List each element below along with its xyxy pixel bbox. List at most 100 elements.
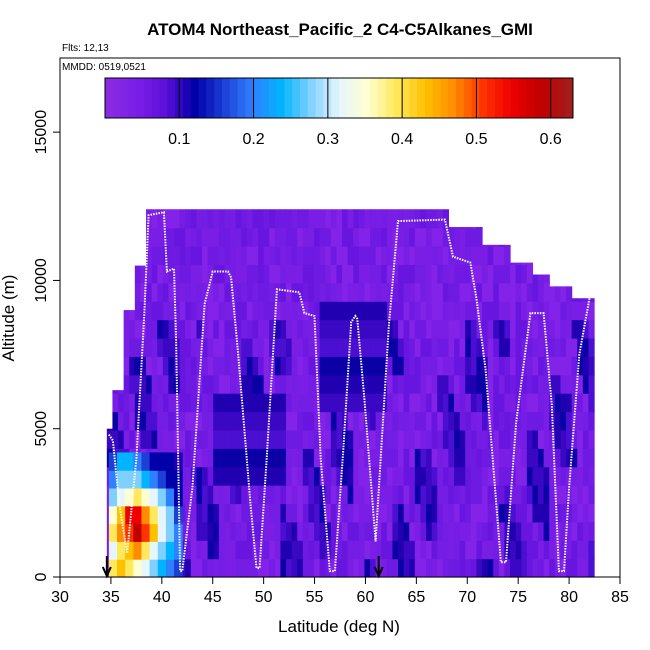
- heatmap-cell: [218, 429, 226, 449]
- heatmap-cell: [526, 337, 534, 357]
- heatmap-cell: [392, 540, 399, 560]
- heatmap-cell: [235, 466, 242, 486]
- heatmap-cell: [241, 227, 248, 247]
- heatmap-cell: [134, 319, 142, 339]
- heatmap-cell: [386, 264, 394, 284]
- heatmap-cell: [157, 282, 164, 302]
- heatmap-cell: [297, 356, 304, 376]
- heatmap-cell: [459, 246, 466, 266]
- heatmap-cell: [364, 282, 371, 302]
- heatmap-cell: [258, 356, 265, 376]
- heatmap-cell: [252, 264, 259, 284]
- heatmap-cell: [274, 264, 282, 284]
- heatmap-cell: [370, 448, 377, 468]
- heatmap-cell: [342, 540, 349, 560]
- heatmap-cell: [235, 411, 242, 431]
- heatmap-cell: [543, 282, 550, 302]
- heatmap-cell: [314, 393, 321, 413]
- heatmap-cell: [207, 282, 214, 302]
- heatmap-cell: [549, 558, 556, 578]
- heatmap-cell: [386, 393, 394, 413]
- heatmap-cell: [398, 301, 405, 321]
- heatmap-cell: [179, 374, 186, 394]
- heatmap-cell: [420, 356, 427, 376]
- colorbar: 0.1 0.2 0.3 0.4 0.5 0.6: [104, 77, 574, 148]
- heatmap-cell: [157, 246, 164, 266]
- heatmap-cell: [420, 282, 427, 302]
- heatmap-cell: [149, 505, 159, 525]
- heatmap-cell: [252, 558, 259, 578]
- heatmap-cell: [213, 466, 220, 486]
- heatmap-cell: [498, 244, 506, 247]
- heatmap-cell: [141, 470, 151, 489]
- colorbar-swatch: [261, 78, 270, 118]
- chart-title: ATOM4 Northeast_Pacific_2 C4-C5Alkanes_G…: [147, 20, 533, 39]
- heatmap-cell: [554, 485, 562, 505]
- heatmap-cell: [454, 374, 461, 394]
- heatmap-cell: [179, 227, 186, 247]
- heatmap-cell: [515, 262, 522, 266]
- heatmap-cell: [515, 356, 522, 376]
- heatmap-cell: [108, 541, 118, 560]
- heatmap-cell: [454, 301, 461, 321]
- heatmap-cell: [532, 503, 539, 523]
- heatmap-cell: [258, 227, 265, 247]
- colorbar-swatch: [245, 78, 254, 118]
- heatmap-cell: [157, 452, 167, 471]
- heatmap-cell: [476, 521, 483, 541]
- heatmap-cell: [258, 301, 265, 321]
- heatmap-cell: [269, 411, 276, 431]
- x-tick-label: 55: [306, 589, 324, 606]
- heatmap-cell: [470, 264, 478, 284]
- heatmap-cell: [370, 485, 377, 505]
- heatmap-cell: [392, 282, 399, 302]
- heatmap-cell: [582, 540, 590, 560]
- heatmap-cell: [392, 374, 399, 394]
- heatmap-cell: [314, 411, 321, 431]
- heatmap-cell: [140, 282, 147, 302]
- heatmap-cell: [431, 466, 438, 486]
- heatmap-cell: [493, 558, 500, 578]
- heatmap-cell: [560, 301, 567, 321]
- heatmap-cell: [291, 319, 298, 339]
- heatmap-cell: [498, 337, 506, 357]
- heatmap-cell: [112, 393, 119, 413]
- heatmap-cell: [241, 337, 248, 357]
- heatmap-cell: [526, 558, 534, 578]
- heatmap-cell: [319, 209, 326, 229]
- heatmap-cell: [218, 411, 226, 431]
- heatmap-cell: [258, 282, 265, 302]
- heatmap-cell: [213, 209, 220, 229]
- heatmap-cell: [459, 503, 466, 523]
- heatmap-cell: [190, 429, 198, 449]
- heatmap-cell: [140, 301, 147, 321]
- heatmap-cell: [459, 337, 466, 357]
- heatmap-cell: [207, 558, 214, 578]
- heatmap-cell: [196, 319, 203, 339]
- colorbar-swatch: [549, 78, 558, 118]
- heatmap-cell: [190, 503, 198, 523]
- heatmap-cell: [230, 558, 237, 578]
- heatmap-cell: [235, 521, 242, 541]
- heatmap-cell: [482, 301, 489, 321]
- heatmap-cell: [347, 521, 354, 541]
- heatmap-cell: [157, 356, 164, 376]
- plot-frame: [59, 57, 621, 578]
- heatmap-cell: [392, 429, 399, 449]
- heatmap-cell: [252, 429, 259, 449]
- heatmap-cell: [577, 558, 584, 578]
- heatmap-cell: [336, 466, 343, 486]
- heatmap-cell: [302, 337, 310, 357]
- heatmap-cell: [342, 429, 349, 449]
- colorbar-swatch: [120, 78, 129, 118]
- heatmap-cell: [196, 429, 203, 449]
- heatmap-cell: [218, 264, 226, 284]
- heatmap-cell: [420, 429, 427, 449]
- heatmap-cell: [431, 282, 438, 302]
- colorbar-swatch: [276, 78, 285, 118]
- heatmap-cell: [448, 466, 455, 486]
- heatmap-cell: [308, 246, 315, 266]
- heatmap-cell: [146, 319, 153, 339]
- heatmap-cell: [274, 448, 282, 468]
- heatmap-cell: [420, 209, 427, 229]
